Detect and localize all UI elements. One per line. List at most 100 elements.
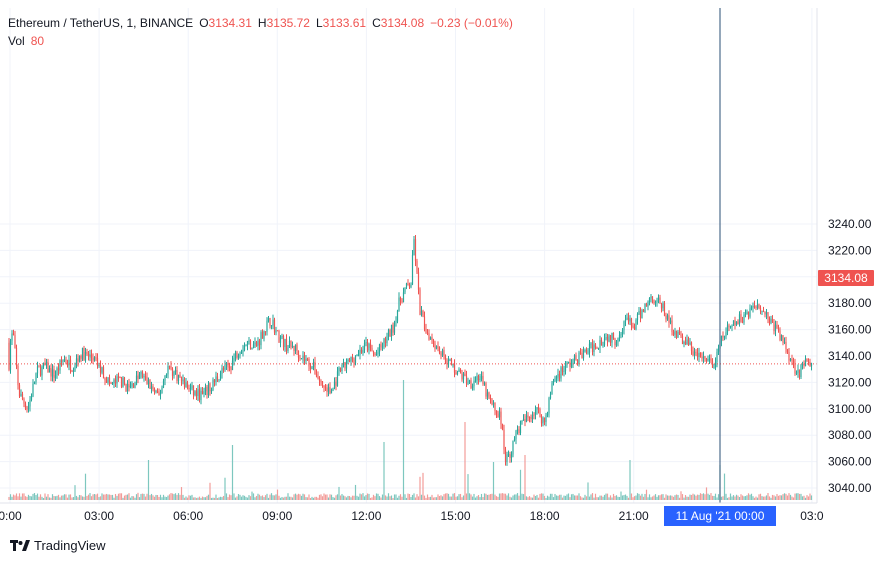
candle-body [218,379,220,381]
candle-body [734,320,736,326]
candle-body [636,314,639,320]
candle-body [771,318,774,323]
volume-bar [77,497,79,500]
volume-bar [477,495,480,500]
volume-bar [245,496,247,500]
candle-body [782,335,784,343]
candle-body [411,255,414,285]
volume-bar [735,494,738,500]
volume-bar [405,497,408,500]
tradingview-logo[interactable]: TradingView [10,538,106,553]
candle-body [395,321,397,323]
volume-bar [579,496,582,500]
volume-bar [72,497,75,500]
volume-label: Vol [8,34,25,48]
candle-body [29,399,31,407]
candle-body [651,296,654,300]
candle-body [297,350,300,358]
candle-body [353,359,355,363]
volume-bar [59,497,61,500]
candle-body [371,347,373,352]
candle-body [731,325,733,327]
candle-body [18,385,21,397]
volume-bar [689,494,691,500]
volume-bar [704,494,706,500]
candle-body [215,376,217,383]
candle-body [93,357,96,361]
candle-body [51,369,54,377]
candle-body [648,297,651,303]
volume-bar [128,493,130,500]
volume-bar [450,496,453,500]
volume-bar [548,496,550,500]
volume-bar [353,495,355,500]
volume-bar [228,494,231,500]
candle-body [180,376,183,382]
candle-body [23,399,25,404]
candle-body [732,320,735,326]
candle-body [81,348,84,359]
candle-body [456,371,459,375]
volume-bar [24,496,27,500]
volume-bar [635,495,637,500]
volume-bar [234,497,237,500]
candle-body [233,357,235,361]
volume-bar [356,495,358,500]
candle-body [59,360,61,371]
volume-bar [560,494,562,500]
candle-body [642,310,645,313]
symbol-title[interactable]: Ethereum / TetherUS, 1, BINANCE [8,16,194,30]
volume-bar [446,493,448,500]
candle-body [119,377,121,379]
volume-bar [575,495,577,500]
candle-body [344,362,346,369]
volume-bar [329,494,331,500]
volume-legend[interactable]: Vol 80 [8,34,44,48]
candle-body [354,355,357,363]
volume-bar [659,495,661,500]
volume-bar [434,497,436,500]
volume-bar [161,497,163,500]
candle-body [219,374,222,380]
volume-bar [293,494,295,500]
volume-bar [137,492,139,500]
volume-bar [180,487,183,500]
candle-body [84,351,87,361]
candle-body [311,366,313,370]
volume-bar [786,495,789,500]
volume-bar [285,496,288,500]
volume-bar [768,496,771,500]
volume-bar [204,497,207,500]
candle-body [423,316,426,330]
candle-body [584,350,586,352]
volume-bar [38,496,40,500]
candle-body [671,320,673,332]
candle-body [356,355,358,357]
candle-body [756,304,759,308]
volume-bar [251,491,253,500]
candle-body [675,330,678,338]
volume-bar [102,494,105,500]
volume-bar [497,496,499,500]
volume-bar [734,496,736,500]
volume-bar [294,493,297,500]
candle-body [330,390,333,394]
volume-bar [48,497,51,500]
volume-bar [648,494,651,500]
candle-body [198,389,201,401]
candle-body [276,330,279,332]
volume-bar [87,494,90,500]
candle-body [483,383,486,385]
volume-bar [83,496,85,500]
candle-body [210,389,213,392]
volume-bar [686,496,688,500]
volume-bar [201,496,204,500]
candle-body [228,366,231,368]
candle-body [810,363,813,367]
candle-body [564,363,567,371]
symbol-legend[interactable]: Ethereum / TetherUS, 1, BINANCE O3134.31 H… [8,16,519,30]
candle-body [638,310,640,315]
candle-body [285,338,288,352]
candle-body [746,311,748,315]
